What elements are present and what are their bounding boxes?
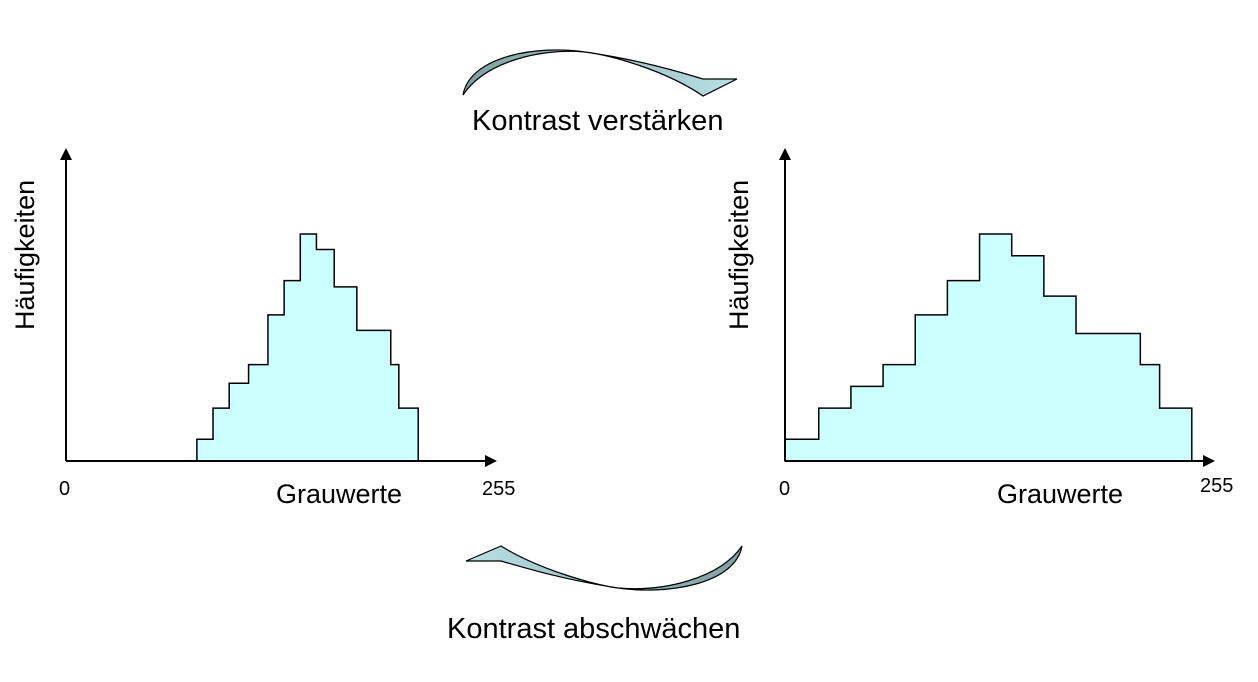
- histogram-bars: [784, 233, 1193, 462]
- left-x-axis-label: Grauwerte: [276, 479, 403, 509]
- right-x-axis-label: Grauwerte: [997, 479, 1124, 509]
- caption-reduce-contrast: Kontrast abschwächen: [447, 613, 741, 645]
- right-x-tick-max: 255: [1200, 475, 1234, 497]
- right-x-tick-min: 0: [779, 478, 791, 500]
- enhance-contrast-arrow-icon: [462, 49, 738, 97]
- left-x-tick-min: 0: [59, 478, 71, 500]
- left-x-tick-max: 255: [482, 478, 516, 500]
- left-y-axis-label: Häufigkeiten: [10, 179, 40, 330]
- left-histogram: [60, 148, 497, 467]
- histogram-bars: [196, 233, 440, 462]
- right-histogram: [779, 148, 1215, 467]
- reduce-contrast-arrow-icon: [465, 545, 743, 591]
- caption-enhance-contrast: Kontrast verstärken: [472, 105, 724, 137]
- right-y-axis-label: Häufigkeiten: [724, 179, 754, 330]
